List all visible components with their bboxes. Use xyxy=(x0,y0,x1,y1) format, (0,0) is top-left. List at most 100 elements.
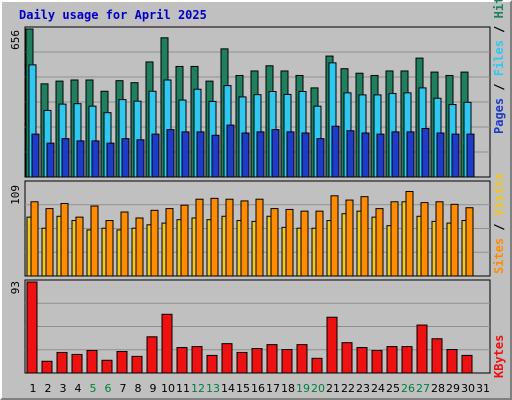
kbytes-bar-29 xyxy=(446,349,458,374)
sites-bar-10 xyxy=(165,208,174,277)
x-tick-label-9: 9 xyxy=(150,382,157,395)
sites-bar-21 xyxy=(330,195,339,277)
legend-files: Files xyxy=(492,40,506,76)
svg-text:Pages / Files: Pages / Files / Hits xyxy=(492,0,506,134)
x-tick-label-25: 25 xyxy=(386,382,400,395)
kbytes-bar-30 xyxy=(461,354,473,374)
legend-pages: Pages xyxy=(492,98,506,134)
pages-bar-25 xyxy=(391,131,400,178)
legend-kbytes: KBytes xyxy=(492,335,506,378)
sites-bar-15 xyxy=(240,200,249,277)
x-tick-label-19: 19 xyxy=(296,382,310,395)
sites-bar-28 xyxy=(435,201,444,277)
kbytes-bar-17 xyxy=(266,344,278,374)
x-tick-label-24: 24 xyxy=(371,382,385,395)
x-tick-label-3: 3 xyxy=(60,382,67,395)
middle-legend: Sites / Visits xyxy=(492,173,506,274)
kbytes-bar-20 xyxy=(311,357,323,374)
kbytes-bar-3 xyxy=(56,351,68,374)
pages-bar-6 xyxy=(106,142,115,178)
pages-bar-19 xyxy=(301,132,310,178)
sites-bar-20 xyxy=(315,210,324,277)
sites-bar-2 xyxy=(45,208,54,277)
kbytes-bar-24 xyxy=(371,349,383,374)
sites-bar-19 xyxy=(300,210,309,277)
sites-bar-14 xyxy=(225,198,234,277)
x-tick-label-11: 11 xyxy=(176,382,190,395)
pages-bar-23 xyxy=(361,132,370,178)
sites-bar-11 xyxy=(180,204,189,277)
sites-bar-5 xyxy=(90,205,99,277)
svg-text:Sites / Visits: Sites / Visits xyxy=(492,173,506,274)
x-tick-label-13: 13 xyxy=(206,382,220,395)
pages-bar-27 xyxy=(421,127,430,178)
sites-bar-29 xyxy=(450,203,459,277)
x-tick-label-7: 7 xyxy=(120,382,127,395)
x-tick-label-2: 2 xyxy=(45,382,52,395)
kbytes-bar-12 xyxy=(191,346,203,374)
sites-bar-23 xyxy=(360,196,369,277)
x-tick-label-27: 27 xyxy=(416,382,430,395)
kbytes-bar-23 xyxy=(356,347,368,374)
x-tick-label-28: 28 xyxy=(431,382,445,395)
top-legend: Pages / Files / Hits xyxy=(492,0,506,134)
pages-bar-21 xyxy=(331,125,340,178)
sites-bar-9 xyxy=(150,209,159,277)
x-tick-label-26: 26 xyxy=(401,382,415,395)
pages-bar-3 xyxy=(61,138,70,178)
x-tick-label-17: 17 xyxy=(266,382,280,395)
x-tick-label-29: 29 xyxy=(446,382,460,395)
sites-bar-25 xyxy=(390,201,399,277)
sites-bar-30 xyxy=(465,207,474,277)
pages-bar-12 xyxy=(196,131,205,178)
x-tick-label-14: 14 xyxy=(221,382,235,395)
hits-y-tick-label: 656 xyxy=(9,30,22,50)
x-tick-label-10: 10 xyxy=(161,382,175,395)
kbytes-bar-13 xyxy=(206,354,218,374)
svg-text:KBytes: KBytes xyxy=(492,335,506,378)
pages-bar-18 xyxy=(286,131,295,178)
kbytes-bar-11 xyxy=(176,347,188,374)
pages-bar-28 xyxy=(436,132,445,178)
sites-bar-7 xyxy=(120,211,129,277)
kbytes-bar-28 xyxy=(431,338,443,374)
sites-bar-4 xyxy=(75,216,84,277)
legend-visits: Visits xyxy=(492,173,506,216)
sites-bar-18 xyxy=(285,208,294,277)
x-tick-label-4: 4 xyxy=(75,382,82,395)
kbytes-bar-7 xyxy=(116,350,128,374)
sites-bar-13 xyxy=(210,197,219,277)
pages-bar-7 xyxy=(121,138,130,178)
chart-title: Daily usage for April 2025 xyxy=(19,8,207,22)
sites-bar-1 xyxy=(30,201,39,277)
x-tick-label-6: 6 xyxy=(105,382,112,395)
pages-bar-16 xyxy=(256,131,265,178)
kbytes-bar-19 xyxy=(296,344,308,374)
pages-bar-1 xyxy=(31,133,40,178)
sites-bar-26 xyxy=(405,191,414,277)
pages-bar-9 xyxy=(151,133,160,178)
pages-bar-15 xyxy=(241,132,250,178)
x-tick-label-22: 22 xyxy=(341,382,355,395)
pages-bar-30 xyxy=(466,133,475,178)
kbytes-bar-5 xyxy=(86,349,98,374)
pages-bar-4 xyxy=(76,140,85,178)
sites-bar-8 xyxy=(135,217,144,277)
pages-bar-13 xyxy=(211,134,220,178)
pages-bar-14 xyxy=(226,124,235,178)
pages-bar-24 xyxy=(376,133,385,178)
x-tick-label-8: 8 xyxy=(135,382,142,395)
x-tick-label-12: 12 xyxy=(191,382,205,395)
pages-bar-10 xyxy=(166,129,175,178)
x-tick-label-1: 1 xyxy=(30,382,37,395)
x-tick-label-23: 23 xyxy=(356,382,370,395)
x-tick-label-21: 21 xyxy=(326,382,340,395)
x-tick-label-16: 16 xyxy=(251,382,265,395)
sites-bar-16 xyxy=(255,198,264,277)
x-tick-label-15: 15 xyxy=(236,382,250,395)
kbytes-bar-25 xyxy=(386,346,398,374)
kbytes-bar-16 xyxy=(251,348,263,374)
bottom-legend: KBytes xyxy=(492,335,506,378)
sites-bar-22 xyxy=(345,199,354,277)
kbytes-bar-21 xyxy=(326,316,338,374)
